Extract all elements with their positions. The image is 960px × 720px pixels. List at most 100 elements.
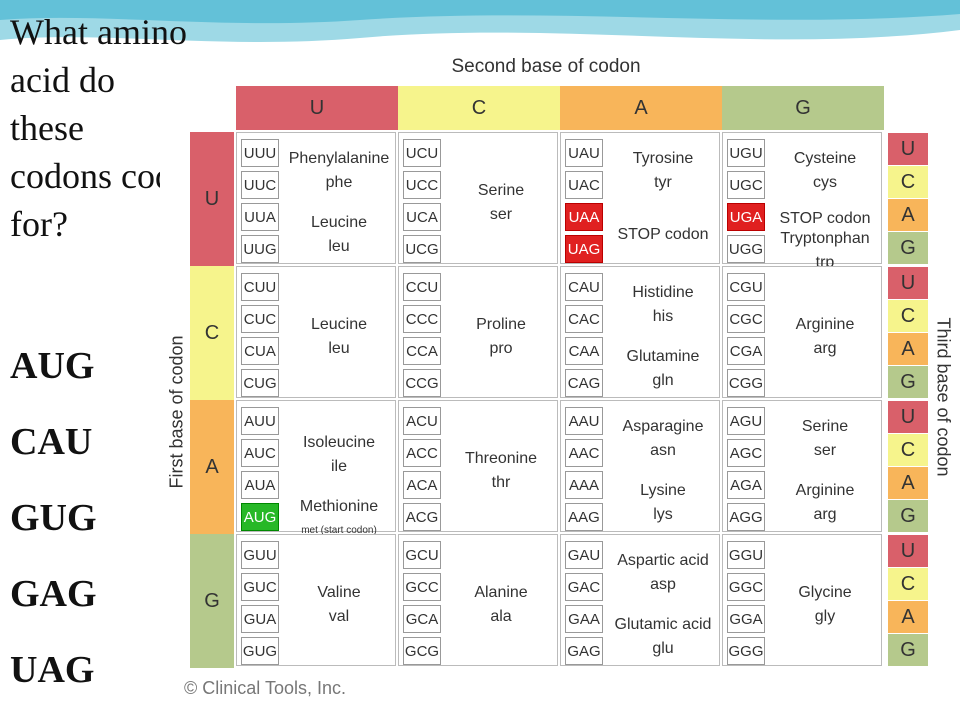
amino-acid-abbr: ser <box>489 206 513 223</box>
amino-acid-abbr: pro <box>489 340 513 357</box>
codon-cell: CUU CUC CUA CUG Leucine leu <box>236 266 396 398</box>
codon-box: GUC <box>241 573 279 601</box>
codon-box: AUU <box>241 407 279 435</box>
codon-item: UAG <box>10 649 95 691</box>
amino-acid-label: Serine ser <box>443 179 559 227</box>
codon-cell: UAU UAC UAA UAG Tyrosine tyr STOP codon <box>560 132 720 264</box>
first-base-header-c: C <box>190 266 234 400</box>
amino-acid-abbr: met (start codon) <box>301 525 377 536</box>
amino-acid-abbr: gln <box>652 372 674 389</box>
codon-box: CAA <box>565 337 603 365</box>
third-base-c: C <box>888 568 928 600</box>
codon-box: UGA <box>727 203 765 231</box>
codon-box: CCG <box>403 369 441 397</box>
amino-acid-abbr: val <box>328 608 350 625</box>
amino-acid-name: Aspartic acid <box>617 552 709 569</box>
amino-acid-name: Leucine <box>310 316 368 333</box>
amino-acid-label: Alanine ala <box>443 581 559 629</box>
amino-acid-name: Phenylalanine <box>288 150 390 167</box>
codon-item: GAG <box>10 573 97 615</box>
codon-box: GGC <box>727 573 765 601</box>
codon-box: CUU <box>241 273 279 301</box>
codon-item: GUG <box>10 497 97 539</box>
amino-acid-name: Tryptonphan <box>780 230 870 247</box>
amino-acid-label: Cysteine cys <box>767 147 883 195</box>
codon-box: AAC <box>565 439 603 467</box>
amino-acid-label: Isoleucine ile <box>281 431 397 479</box>
amino-acid-abbr: tyr <box>654 174 672 191</box>
codon-box: AAU <box>565 407 603 435</box>
amino-acid-name: Glutamine <box>626 348 700 365</box>
amino-acid-label: Tyrosine tyr <box>605 147 721 195</box>
amino-acid-name: Histidine <box>632 284 694 301</box>
codon-box: CCA <box>403 337 441 365</box>
codon-box: UUU <box>241 139 279 167</box>
amino-acid-abbr: his <box>652 308 674 325</box>
codon-box: CGG <box>727 369 765 397</box>
codon-cell: CCU CCC CCA CCG Proline pro <box>398 266 558 398</box>
amino-acid-label: STOP codon <box>767 207 883 231</box>
codon-box: UAC <box>565 171 603 199</box>
third-base-c: C <box>888 434 928 466</box>
codon-list: AUG CAU GUG GAG UAG <box>10 340 97 720</box>
codon-table: Second base of codon First base of codon… <box>160 52 960 704</box>
second-base-header-c: C <box>398 86 560 130</box>
amino-acid-name: Isoleucine <box>302 434 376 451</box>
codon-box: GGU <box>727 541 765 569</box>
amino-acid-label: Histidine his <box>605 281 721 329</box>
third-base-g: G <box>888 366 928 398</box>
codon-box: UGG <box>727 235 765 263</box>
amino-acid-abbr: lys <box>653 506 673 523</box>
codon-box: AUC <box>241 439 279 467</box>
amino-acid-name: Leucine <box>310 214 368 231</box>
codon-box: UUC <box>241 171 279 199</box>
codon-box: AAA <box>565 471 603 499</box>
amino-acid-abbr: gly <box>814 608 836 625</box>
third-base-g: G <box>888 232 928 264</box>
amino-acid-abbr: ile <box>330 458 347 475</box>
first-base-header-g: G <box>190 534 234 668</box>
codon-cell: UCU UCC UCA UCG Serine ser <box>398 132 558 264</box>
codon-box: AGC <box>727 439 765 467</box>
codon-box: UCC <box>403 171 441 199</box>
codon-box: UAG <box>565 235 603 263</box>
amino-acid-label: Asparagine asn <box>605 415 721 463</box>
amino-acid-abbr: phe <box>325 174 353 191</box>
codon-box: GUA <box>241 605 279 633</box>
credit-text: © Clinical Tools, Inc. <box>184 678 346 698</box>
amino-acid-label: Serine ser <box>767 415 883 463</box>
codon-box: AUG <box>241 503 279 531</box>
amino-acid-name: Proline <box>476 316 526 333</box>
codon-box: CAU <box>565 273 603 301</box>
amino-acid-abbr: ala <box>490 608 512 625</box>
codon-box: UUG <box>241 235 279 263</box>
codon-box: CUG <box>241 369 279 397</box>
amino-acid-abbr: ser <box>813 442 837 459</box>
amino-acid-label: Glycine gly <box>767 581 883 629</box>
codon-box: AAG <box>565 503 603 531</box>
third-base-u: U <box>888 535 928 567</box>
codon-box: UCG <box>403 235 441 263</box>
third-base-a: A <box>888 601 928 633</box>
codon-box: ACC <box>403 439 441 467</box>
codon-box: UAA <box>565 203 603 231</box>
codon-box: CCU <box>403 273 441 301</box>
codon-box: GCA <box>403 605 441 633</box>
amino-acid-name: Tyrosine <box>632 150 694 167</box>
codon-cell: AAU AAC AAA AAG Asparagine asn Lysine lys <box>560 400 720 532</box>
codon-box: GAU <box>565 541 603 569</box>
amino-acid-label: Glutamic acid glu <box>605 613 721 661</box>
codon-box: UGU <box>727 139 765 167</box>
codon-box: UUA <box>241 203 279 231</box>
codon-box: GGG <box>727 637 765 665</box>
codon-box: UGC <box>727 171 765 199</box>
codon-cell: AUU AUC AUA AUG Isoleucine ile Methionine met (… <box>236 400 397 536</box>
codon-grid: UUU UUC UUA UUG Phenylalanine phe Leucine leu UC… <box>236 132 886 669</box>
codon-cell: CAU CAC CAA CAG Histidine his Glutamine gln <box>560 266 720 398</box>
amino-acid-label: Arginine arg <box>767 313 883 361</box>
codon-box: CAG <box>565 369 603 397</box>
first-base-title: First base of codon <box>162 312 192 512</box>
third-base-g: G <box>888 500 928 532</box>
codon-cell: ACU ACC ACA ACG Threonine thr <box>398 400 558 532</box>
first-base-title-text: First base of codon <box>166 335 187 489</box>
